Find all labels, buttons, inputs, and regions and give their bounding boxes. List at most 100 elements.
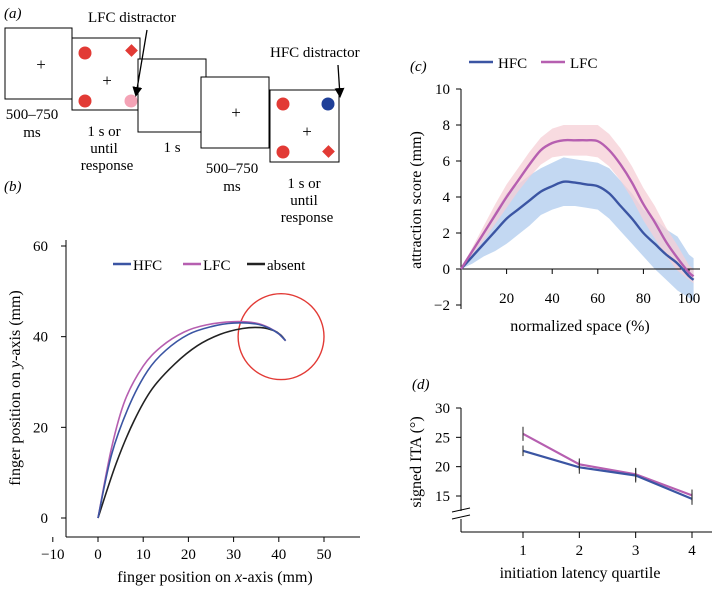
d-axis-break-upper (451, 507, 471, 513)
c-ytick-label: 2 (443, 226, 451, 242)
c-ytick-label: 10 (435, 82, 450, 98)
red-circle-shape (78, 94, 92, 108)
c-xtick-label: 40 (545, 291, 560, 307)
fix1-duration-line1: 500–750 (6, 107, 59, 123)
blank-frame (137, 58, 207, 133)
d-ylabel: signed ITA (°) (408, 416, 425, 507)
red-circle-shape-2 (276, 97, 290, 111)
panel-b-label: (b) (4, 179, 22, 195)
b-line-lfc (97, 320, 287, 519)
c-xtick-label: 100 (678, 291, 701, 307)
trial2-duration-line3: response (281, 210, 334, 226)
b-line-hfc (97, 322, 287, 519)
c-ytick-label: 6 (443, 154, 451, 170)
red-circle-target-2 (276, 145, 290, 159)
d-xtick-label: 3 (632, 543, 640, 559)
lfc-distractor-pink (124, 94, 138, 108)
trial1-duration-line2: until (90, 141, 118, 157)
b-xtick-label: 20 (181, 547, 196, 563)
b-ytick-label: 20 (33, 420, 48, 436)
b-ylabel: finger position on y-axis (mm) (7, 290, 24, 486)
panel-c: (c) 20 40 60 80 100 −2 0 2 4 6 8 10 HFC LFC normali… (408, 56, 700, 335)
b-legend-lfc: LFC (203, 258, 231, 274)
b-legend-absent: absent (267, 258, 306, 274)
b-line-absent (97, 326, 287, 519)
b-xtick-label: 30 (226, 547, 241, 563)
trial1-duration-line1: 1 s or (87, 124, 120, 140)
hfc-distractor-annotation: HFC distractor (270, 45, 360, 61)
d-xtick-label: 4 (688, 543, 696, 559)
fix2-duration-line1: 500–750 (206, 161, 259, 177)
trial1-duration-line3: response (81, 158, 134, 174)
c-ticks: 20 40 60 80 100 −2 0 2 4 6 8 10 (434, 82, 700, 314)
b-ticks: −10 0 10 20 30 40 50 0 20 40 60 (33, 239, 332, 563)
d-ytick-label: 25 (435, 430, 450, 446)
d-xlabel: initiation latency quartile (500, 565, 661, 582)
hfc-arrow (334, 64, 345, 98)
hfc-distractor-blue (321, 97, 335, 111)
c-bands (461, 125, 694, 302)
d-axis-break-lower (451, 514, 471, 520)
c-ytick-label: 0 (443, 262, 451, 278)
d-line-hfc (522, 449, 693, 500)
c-band-lfc (461, 125, 694, 284)
d-ytick-label: 30 (435, 401, 450, 417)
panel-a-label: (a) (4, 6, 22, 22)
d-lines (522, 426, 693, 505)
fix1-duration-line2: ms (23, 125, 41, 141)
c-xtick-label: 60 (590, 291, 605, 307)
c-line-lfc (459, 138, 695, 278)
c-band-hfc (461, 157, 694, 302)
red-diamond-shape (125, 44, 138, 57)
red-circle-target (78, 46, 92, 60)
c-legend: HFC LFC (469, 56, 598, 72)
panel-a: (a) + 500–750 ms + 1 s or until response… (4, 6, 360, 226)
lfc-arrow (132, 29, 148, 97)
d-ytick-label: 20 (435, 460, 450, 476)
c-line-hfc (460, 180, 695, 281)
trial2-duration-line1: 1 s or (287, 176, 320, 192)
b-lines (97, 320, 287, 519)
red-diamond-shape-2 (322, 145, 335, 158)
c-ytick-label: 4 (443, 190, 451, 206)
target-circle (237, 293, 325, 381)
d-line-lfc (522, 432, 693, 497)
panel-b: (b) −10 0 10 20 30 40 50 0 20 40 60 HFC LFC absent… (4, 179, 360, 586)
panel-c-label: (c) (410, 59, 427, 75)
c-ytick-label: 8 (443, 118, 451, 134)
c-lines (459, 138, 695, 281)
fixation-cross-4: + (302, 122, 312, 141)
b-xtick-label: 40 (271, 547, 286, 563)
b-xlabel: finger position on x-axis (mm) (117, 569, 313, 586)
b-xtick-label: 0 (94, 547, 102, 563)
fixation-frame-2 (200, 76, 270, 149)
d-xtick-label: 1 (519, 543, 527, 559)
fix2-duration-line2: ms (223, 179, 241, 195)
c-xtick-label: 80 (636, 291, 651, 307)
c-ylabel: attraction score (mm) (408, 131, 425, 269)
c-legend-hfc: HFC (498, 56, 527, 72)
b-ytick-label: 60 (33, 239, 48, 255)
b-legend-hfc: HFC (133, 258, 162, 274)
d-ytick-label: 15 (435, 489, 450, 505)
b-xtick-label: 50 (317, 547, 332, 563)
panel-d: (d) 1 2 3 4 15 20 25 30 initiation latency quar… (408, 377, 712, 582)
lfc-distractor-annotation: LFC distractor (88, 10, 176, 26)
fixation-cross-1: + (36, 55, 46, 74)
blank-duration: 1 s (163, 140, 180, 156)
d-ticks: 1 2 3 4 15 20 25 30 (435, 401, 696, 559)
fixation-cross-3: + (231, 103, 241, 122)
panel-d-label: (d) (412, 377, 430, 393)
b-xtick-label: 10 (136, 547, 151, 563)
fixation-cross-2: + (102, 71, 112, 90)
trial2-duration-line2: until (290, 193, 318, 209)
b-ytick-label: 40 (33, 330, 48, 346)
b-ytick-label: 0 (41, 511, 49, 527)
c-xtick-label: 20 (499, 291, 514, 307)
d-xtick-label: 2 (576, 543, 584, 559)
fixation-frame-1 (4, 27, 73, 100)
b-legend: HFC LFC absent (113, 258, 306, 274)
b-xtick-label: −10 (41, 547, 64, 563)
c-legend-lfc: LFC (570, 56, 598, 72)
